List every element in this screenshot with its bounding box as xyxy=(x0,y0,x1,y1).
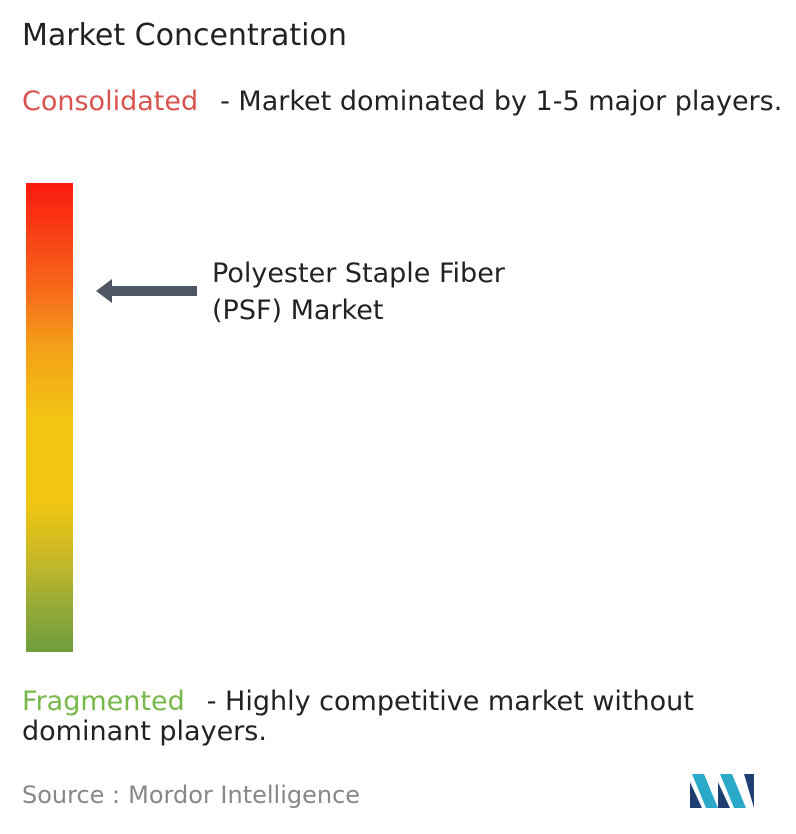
title: Market Concentration xyxy=(22,18,347,53)
fragmented-label: Fragmented xyxy=(22,686,185,717)
logo-part xyxy=(692,774,718,808)
logo-part xyxy=(690,782,702,808)
logo-part xyxy=(720,774,746,808)
consolidated-row: Consolidated - Market dominated by 1-5 ma… xyxy=(22,87,792,117)
arrow xyxy=(96,279,197,303)
fragmented-row: Fragmented - Highly competitive market wi… xyxy=(22,687,792,747)
concentration-gradient xyxy=(26,183,73,652)
fragmented-description: - Highly competitive market without domi… xyxy=(22,686,694,747)
source: Source : Mordor Intelligence xyxy=(22,781,360,809)
logo xyxy=(690,774,754,808)
arrow-shape xyxy=(96,279,197,303)
consolidated-label: Consolidated xyxy=(22,86,199,117)
source-name: Mordor Intelligence xyxy=(128,781,361,809)
logo-part xyxy=(718,782,730,808)
source-prefix: Source : xyxy=(22,781,121,809)
marker-label: Polyester Staple Fiber (PSF) Market xyxy=(212,258,505,326)
logo-part xyxy=(744,774,754,808)
consolidated-description: - Market dominated by 1-5 major players. xyxy=(220,86,783,117)
